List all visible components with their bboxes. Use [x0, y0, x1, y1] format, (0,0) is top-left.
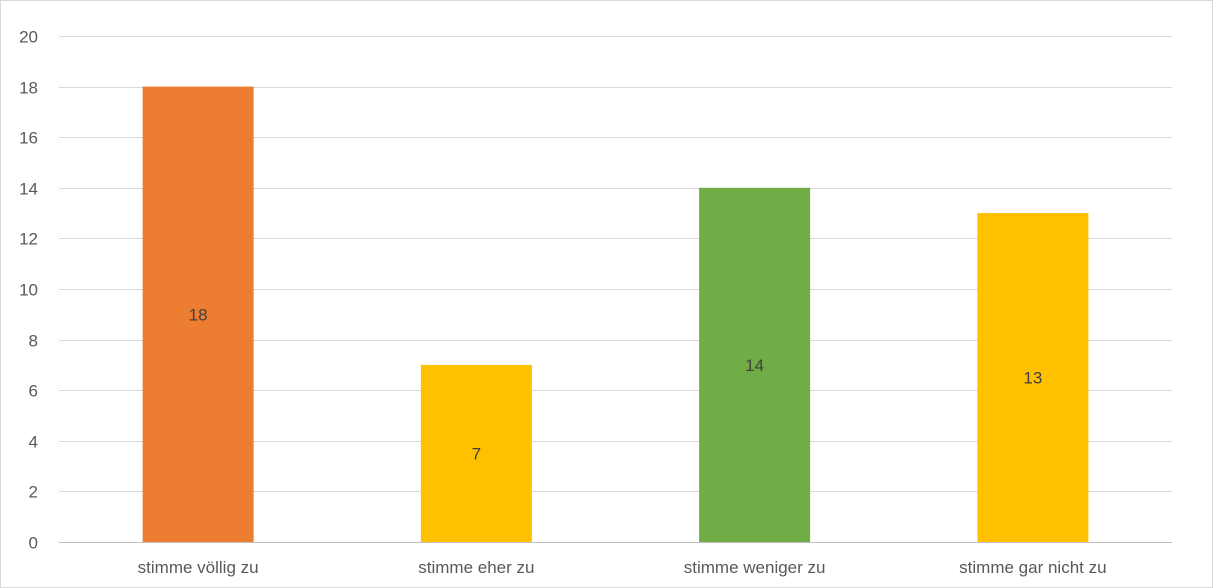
y-tick-label: 4 [29, 433, 38, 452]
y-tick-label: 18 [19, 79, 38, 98]
y-tick-label: 6 [29, 382, 38, 401]
bar [977, 213, 1089, 542]
data-label: 14 [745, 356, 764, 375]
y-tick-label: 16 [19, 129, 38, 148]
bar [142, 86, 254, 542]
bar [699, 187, 811, 543]
x-category-label: stimme eher zu [418, 558, 534, 577]
bar [420, 364, 532, 542]
y-tick-label: 10 [19, 281, 38, 300]
y-tick-label: 20 [19, 28, 38, 47]
y-tick-label: 14 [19, 180, 38, 199]
y-tick-label: 2 [29, 483, 38, 502]
x-category-label: stimme völlig zu [138, 558, 259, 577]
data-label: 7 [472, 444, 481, 463]
y-tick-label: 12 [19, 230, 38, 249]
data-label: 13 [1023, 369, 1042, 388]
y-tick-label: 8 [29, 332, 38, 351]
data-label: 18 [189, 305, 208, 324]
y-tick-label: 0 [29, 534, 38, 553]
x-category-label: stimme weniger zu [684, 558, 826, 577]
x-category-label: stimme gar nicht zu [959, 558, 1106, 577]
